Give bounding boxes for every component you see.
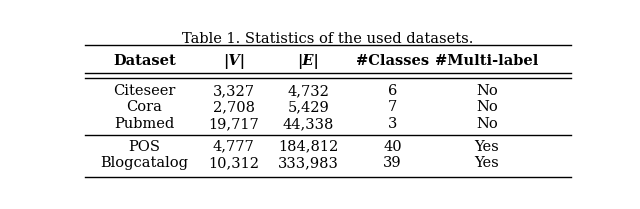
Text: Yes: Yes bbox=[474, 157, 499, 171]
Text: 333,983: 333,983 bbox=[278, 157, 339, 171]
Text: Blogcatalog: Blogcatalog bbox=[100, 157, 189, 171]
Text: POS: POS bbox=[129, 140, 161, 154]
Text: No: No bbox=[476, 84, 497, 98]
Text: 4,732: 4,732 bbox=[287, 84, 329, 98]
Text: |V|: |V| bbox=[223, 54, 245, 69]
Text: 40: 40 bbox=[383, 140, 402, 154]
Text: 19,717: 19,717 bbox=[209, 117, 259, 131]
Text: #Classes: #Classes bbox=[356, 54, 429, 68]
Text: 39: 39 bbox=[383, 157, 402, 171]
Text: Citeseer: Citeseer bbox=[113, 84, 175, 98]
Text: Cora: Cora bbox=[127, 100, 163, 114]
Text: Pubmed: Pubmed bbox=[115, 117, 175, 131]
Text: 4,777: 4,777 bbox=[213, 140, 255, 154]
Text: No: No bbox=[476, 117, 497, 131]
Text: Table 1. Statistics of the used datasets.: Table 1. Statistics of the used datasets… bbox=[182, 32, 474, 46]
Text: 7: 7 bbox=[388, 100, 397, 114]
Text: 6: 6 bbox=[388, 84, 397, 98]
Text: 2,708: 2,708 bbox=[212, 100, 255, 114]
Text: 5,429: 5,429 bbox=[287, 100, 329, 114]
Text: Dataset: Dataset bbox=[113, 54, 176, 68]
Text: No: No bbox=[476, 100, 497, 114]
Text: 184,812: 184,812 bbox=[278, 140, 339, 154]
Text: |E|: |E| bbox=[297, 54, 319, 69]
Text: Yes: Yes bbox=[474, 140, 499, 154]
Text: 10,312: 10,312 bbox=[208, 157, 259, 171]
Text: 3: 3 bbox=[388, 117, 397, 131]
Text: 44,338: 44,338 bbox=[282, 117, 334, 131]
Text: 3,327: 3,327 bbox=[212, 84, 255, 98]
Text: #Multi-label: #Multi-label bbox=[435, 54, 538, 68]
